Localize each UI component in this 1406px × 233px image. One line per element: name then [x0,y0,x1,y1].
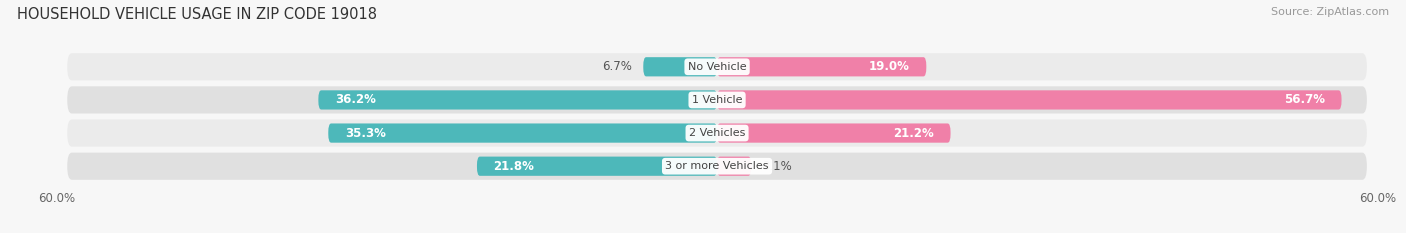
Text: 36.2%: 36.2% [335,93,375,106]
Text: 6.7%: 6.7% [602,60,633,73]
FancyBboxPatch shape [67,53,1367,80]
FancyBboxPatch shape [717,123,950,143]
Text: 21.2%: 21.2% [893,127,934,140]
Text: No Vehicle: No Vehicle [688,62,747,72]
Text: 21.8%: 21.8% [494,160,534,173]
FancyBboxPatch shape [717,90,1341,110]
Text: Source: ZipAtlas.com: Source: ZipAtlas.com [1271,7,1389,17]
Text: 3.1%: 3.1% [762,160,792,173]
FancyBboxPatch shape [318,90,717,110]
Text: 35.3%: 35.3% [344,127,385,140]
Text: 2 Vehicles: 2 Vehicles [689,128,745,138]
Text: 19.0%: 19.0% [869,60,910,73]
FancyBboxPatch shape [67,86,1367,113]
FancyBboxPatch shape [477,157,717,176]
Text: 1 Vehicle: 1 Vehicle [692,95,742,105]
Text: 56.7%: 56.7% [1284,93,1324,106]
Text: 3 or more Vehicles: 3 or more Vehicles [665,161,769,171]
FancyBboxPatch shape [67,153,1367,180]
FancyBboxPatch shape [717,57,927,76]
Text: HOUSEHOLD VEHICLE USAGE IN ZIP CODE 19018: HOUSEHOLD VEHICLE USAGE IN ZIP CODE 1901… [17,7,377,22]
FancyBboxPatch shape [717,157,751,176]
FancyBboxPatch shape [644,57,717,76]
FancyBboxPatch shape [67,120,1367,147]
FancyBboxPatch shape [328,123,717,143]
